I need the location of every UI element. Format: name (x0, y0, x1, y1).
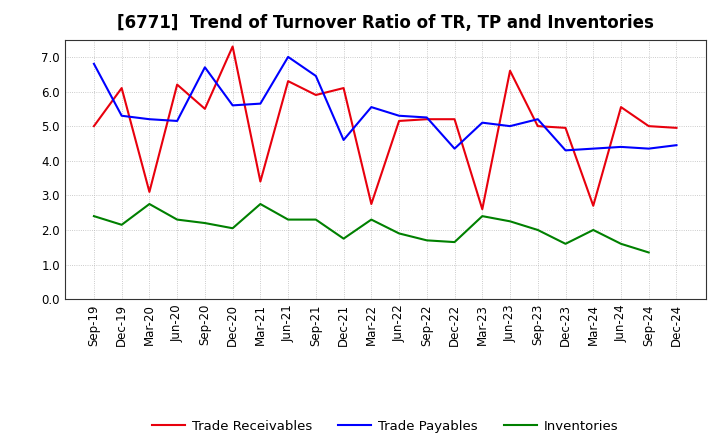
Trade Receivables (201, 106, 210, 111)
Inventories (89, 213, 98, 219)
Trade Payables (367, 104, 376, 110)
Inventories (339, 236, 348, 241)
Title: [6771]  Trend of Turnover Ratio of TR, TP and Inventories: [6771] Trend of Turnover Ratio of TR, TP… (117, 15, 654, 33)
Trade Payables (284, 54, 292, 59)
Trade Payables (672, 143, 681, 148)
Trade Payables (561, 148, 570, 153)
Inventories (644, 250, 653, 255)
Trade Receivables (256, 179, 265, 184)
Trade Payables (228, 103, 237, 108)
Line: Inventories: Inventories (94, 204, 649, 253)
Trade Receivables (672, 125, 681, 131)
Trade Payables (644, 146, 653, 151)
Trade Receivables (173, 82, 181, 87)
Trade Receivables (616, 104, 625, 110)
Trade Payables (312, 73, 320, 79)
Trade Payables (450, 146, 459, 151)
Trade Payables (534, 117, 542, 122)
Trade Receivables (450, 117, 459, 122)
Inventories (367, 217, 376, 222)
Inventories (228, 226, 237, 231)
Inventories (561, 241, 570, 246)
Trade Payables (478, 120, 487, 125)
Trade Payables (505, 124, 514, 129)
Trade Receivables (339, 85, 348, 91)
Trade Receivables (312, 92, 320, 98)
Trade Payables (423, 115, 431, 120)
Inventories (173, 217, 181, 222)
Trade Payables (395, 113, 403, 118)
Trade Receivables (89, 124, 98, 129)
Trade Payables (589, 146, 598, 151)
Trade Receivables (534, 124, 542, 129)
Line: Trade Receivables: Trade Receivables (94, 47, 677, 209)
Trade Payables (117, 113, 126, 118)
Trade Receivables (478, 206, 487, 212)
Inventories (478, 213, 487, 219)
Trade Receivables (284, 78, 292, 84)
Trade Payables (89, 61, 98, 66)
Trade Receivables (423, 117, 431, 122)
Trade Receivables (145, 189, 154, 194)
Inventories (312, 217, 320, 222)
Inventories (395, 231, 403, 236)
Trade Receivables (117, 85, 126, 91)
Trade Payables (339, 137, 348, 143)
Trade Receivables (395, 118, 403, 124)
Trade Receivables (644, 124, 653, 129)
Trade Payables (256, 101, 265, 106)
Inventories (534, 227, 542, 233)
Trade Receivables (367, 202, 376, 207)
Trade Receivables (505, 68, 514, 73)
Trade Receivables (561, 125, 570, 131)
Trade Receivables (228, 44, 237, 49)
Inventories (284, 217, 292, 222)
Legend: Trade Receivables, Trade Payables, Inventories: Trade Receivables, Trade Payables, Inven… (147, 415, 624, 438)
Inventories (423, 238, 431, 243)
Inventories (450, 239, 459, 245)
Line: Trade Payables: Trade Payables (94, 57, 677, 150)
Trade Payables (173, 118, 181, 124)
Inventories (145, 202, 154, 207)
Inventories (505, 219, 514, 224)
Trade Receivables (589, 203, 598, 209)
Inventories (589, 227, 598, 233)
Inventories (117, 222, 126, 227)
Inventories (616, 241, 625, 246)
Trade Payables (616, 144, 625, 150)
Trade Payables (201, 65, 210, 70)
Inventories (256, 202, 265, 207)
Inventories (201, 220, 210, 226)
Trade Payables (145, 117, 154, 122)
